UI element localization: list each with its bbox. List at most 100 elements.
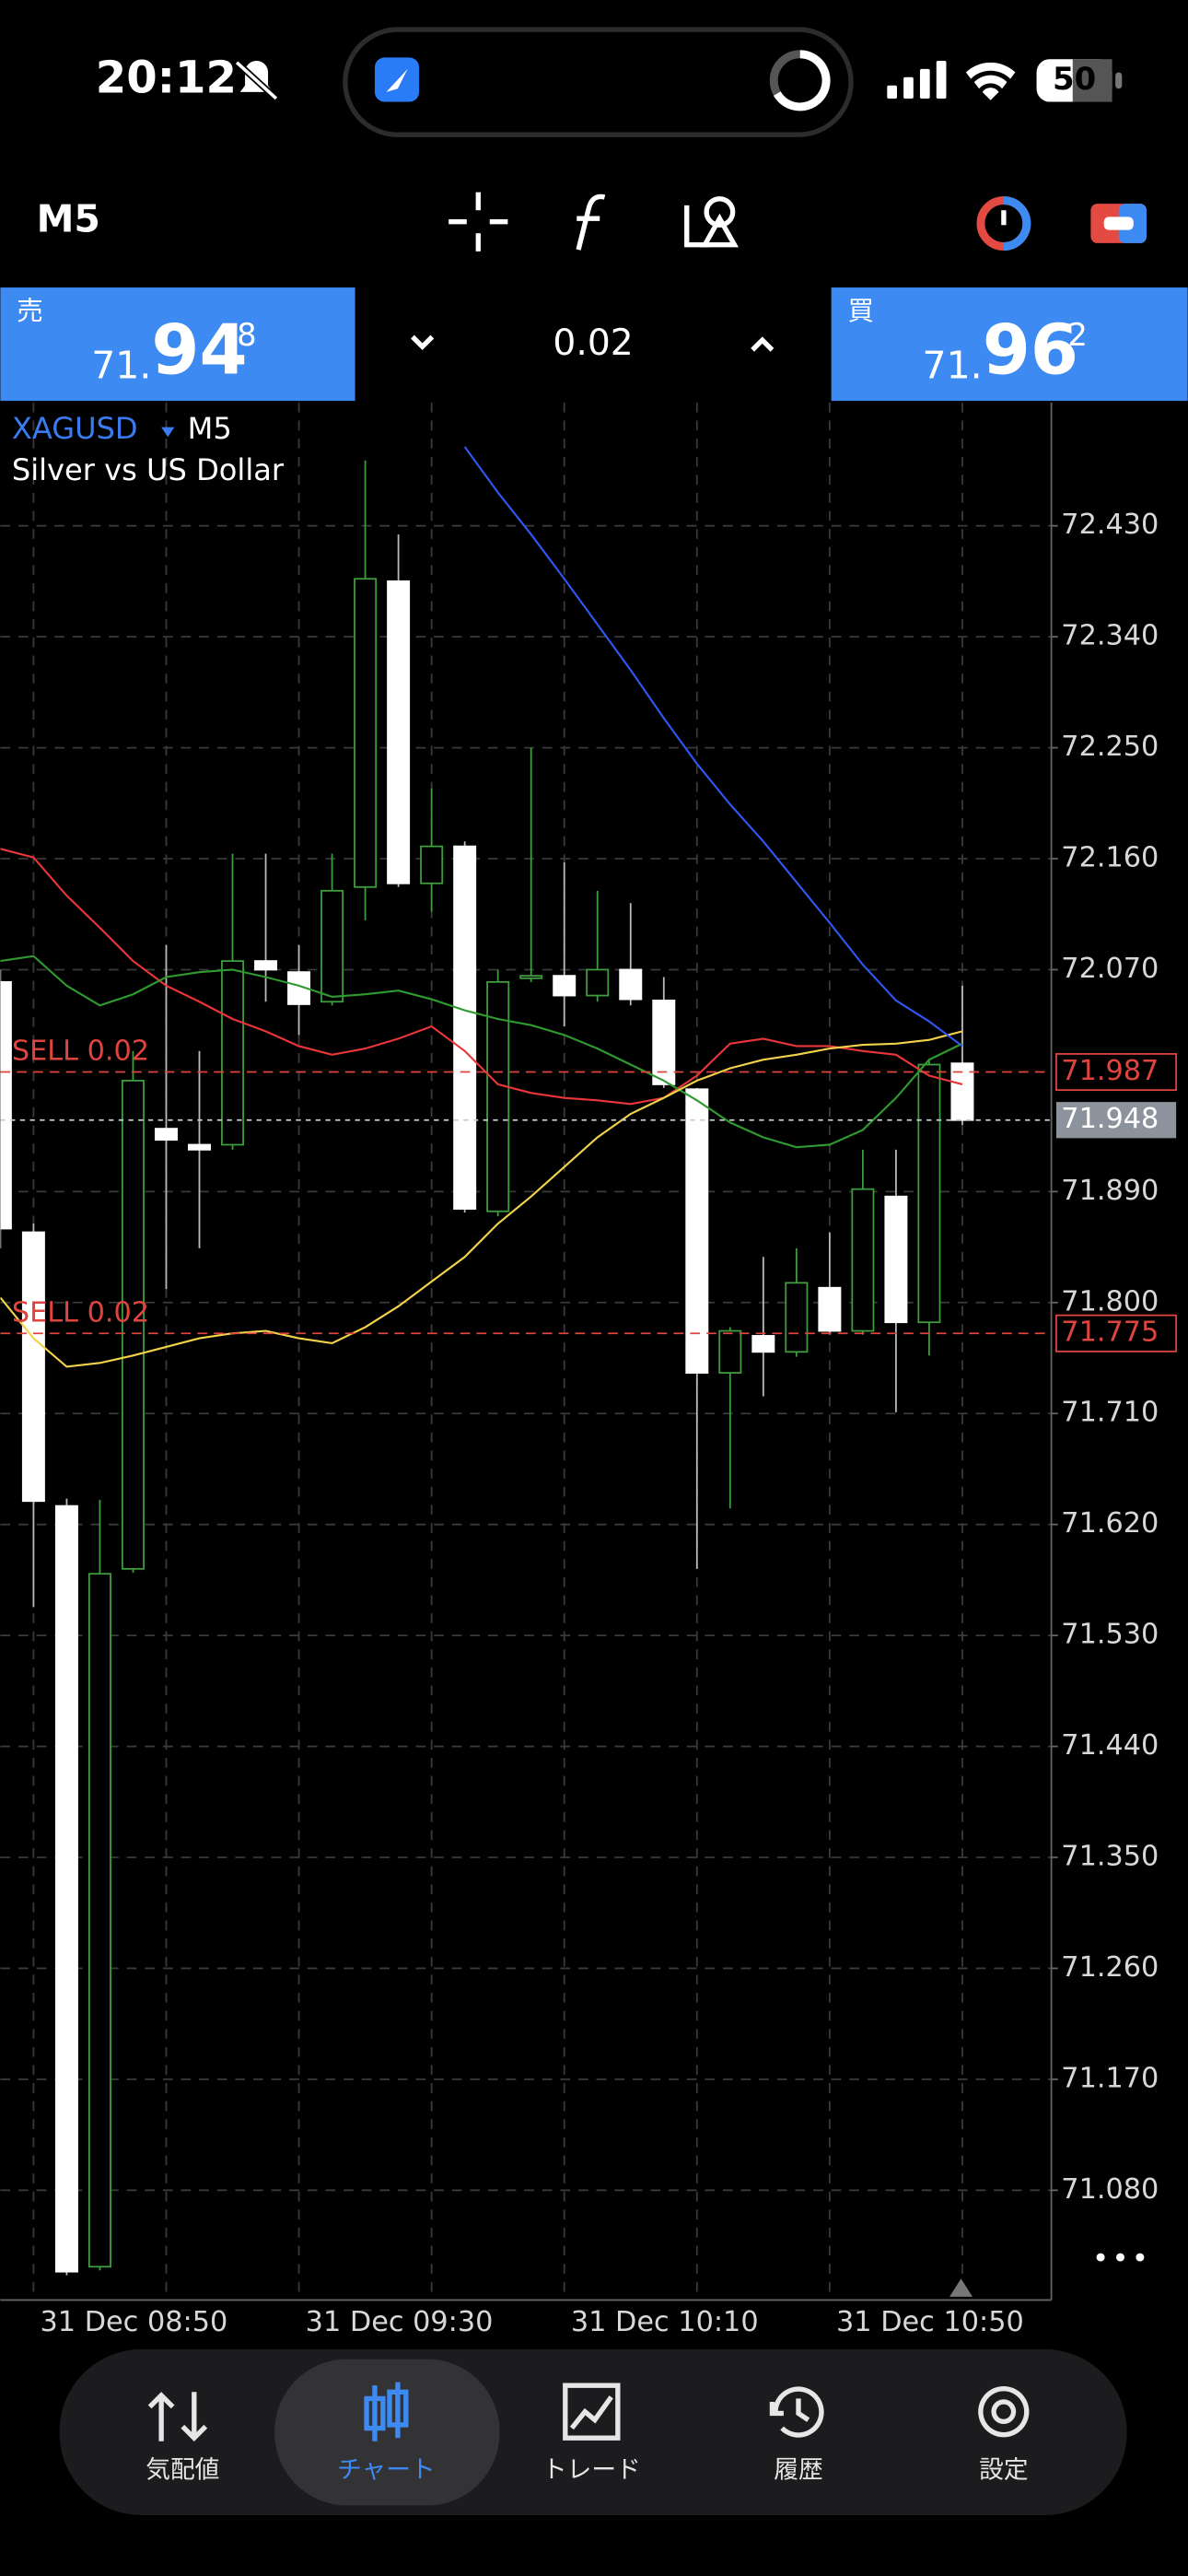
candle-body [87, 1573, 111, 2268]
one-click-button[interactable] [976, 196, 1031, 251]
tab-icon[interactable] [563, 2383, 621, 2441]
volume-down[interactable] [411, 334, 435, 351]
order-price: 71.775 [1061, 1317, 1159, 1349]
sell-button[interactable] [0, 287, 355, 402]
current-price: 71.948 [1061, 1103, 1159, 1135]
candle-body [320, 889, 344, 1003]
candle-body [685, 1088, 709, 1374]
candle-body [718, 1329, 742, 1374]
battery-cap [1115, 72, 1123, 89]
tab-icon[interactable] [147, 2392, 208, 2441]
objects-button[interactable] [684, 196, 740, 248]
candle-body [785, 1282, 809, 1353]
candle-body [519, 975, 543, 979]
order-price-tag [1055, 1053, 1178, 1092]
y-tick-label: 72.070 [1061, 953, 1159, 985]
candle-body [121, 1080, 145, 1570]
candle-body [155, 1128, 178, 1142]
timeframe-button[interactable]: M5 [37, 197, 100, 241]
buy-price-main: 96 [983, 310, 1078, 391]
y-tick-label: 71.170 [1061, 2062, 1159, 2094]
sell-price-main: 94 [151, 310, 247, 391]
candle-body [287, 971, 311, 1005]
tab-icon[interactable] [364, 2382, 409, 2441]
tab-icon[interactable] [769, 2386, 824, 2438]
safari-icon [374, 57, 420, 102]
candle-body [751, 1335, 775, 1353]
candle-body [917, 1063, 941, 1324]
symbol-description: Silver vs US Dollar [12, 452, 285, 487]
indicator-line [0, 848, 963, 1106]
order-label: SELL 0.02 [12, 1296, 149, 1329]
candle-body [453, 845, 477, 1210]
candle-body [553, 975, 577, 997]
mute-icon [234, 60, 279, 101]
activity-progress [773, 50, 831, 111]
chart-timeframe: M5 [188, 411, 232, 446]
tab-label[interactable]: 気配値 [146, 2455, 219, 2484]
tab-bar [59, 2348, 1127, 2516]
candle-body [652, 1000, 676, 1085]
tab-label[interactable]: 履歴 [774, 2455, 822, 2484]
y-tick-label: 71.800 [1061, 1285, 1159, 1317]
candle-body [884, 1195, 908, 1324]
volume[interactable]: 0.02 [553, 322, 633, 364]
candle-body [818, 1286, 842, 1332]
volume-up[interactable] [751, 336, 775, 352]
tab-label[interactable]: チャート [337, 2455, 436, 2484]
more-button[interactable] [1096, 2253, 1145, 2262]
tab-label[interactable]: 設定 [979, 2455, 1028, 2484]
y-tick-label: 71.260 [1061, 1951, 1159, 1984]
y-tick-label: 71.710 [1061, 1397, 1159, 1429]
plot [0, 446, 1052, 2276]
tab-active-bg [274, 2359, 500, 2506]
x-tick-label: 31 Dec 08:50 [41, 2306, 228, 2338]
order-price-tag [1055, 1314, 1178, 1352]
candle-body [354, 578, 378, 888]
order-price: 71.987 [1061, 1055, 1159, 1087]
sell-price-prefix: 71. [91, 343, 151, 387]
status-time: 20:12 [96, 52, 237, 103]
candle-body [851, 1188, 875, 1332]
battery-level: 50 [1053, 61, 1096, 97]
battery-empty [1072, 59, 1112, 102]
symbol[interactable]: XAGUSD [12, 411, 138, 446]
signal-icon [887, 60, 947, 99]
crosshair-button[interactable] [448, 192, 508, 252]
symbol-dropdown[interactable] [161, 427, 175, 438]
candle-body [420, 845, 444, 884]
indicator-line [463, 446, 963, 1048]
trade-button[interactable] [1090, 204, 1147, 243]
indicator-line [0, 1030, 963, 1368]
x-tick-label: 31 Dec 10:50 [836, 2306, 1024, 2338]
y-tick-label: 72.250 [1061, 731, 1159, 763]
y-tick-label: 71.530 [1061, 1619, 1159, 1651]
y-tick-label: 71.890 [1061, 1175, 1159, 1207]
candle-body [21, 1231, 45, 1503]
tab-icon[interactable] [978, 2386, 1030, 2438]
y-tick-label: 72.340 [1061, 620, 1159, 652]
candle-body [950, 1062, 974, 1121]
x-tick-label: 31 Dec 10:10 [571, 2306, 759, 2338]
grid [0, 402, 1058, 2301]
y-tick-label: 72.160 [1061, 842, 1159, 874]
tab-label[interactable]: トレード [542, 2455, 641, 2484]
buy-button[interactable] [831, 287, 1188, 402]
candle-body [387, 580, 411, 884]
y-tick-label: 71.350 [1061, 1841, 1159, 1873]
sell-label: 売 [17, 296, 43, 326]
y-tick-label: 71.080 [1061, 2173, 1159, 2206]
x-tick-label: 31 Dec 09:30 [306, 2306, 494, 2338]
indicators-button[interactable] [576, 193, 606, 251]
order-label: SELL 0.02 [12, 1036, 149, 1068]
buy-price-prefix: 71. [922, 343, 982, 387]
chart-shift-marker[interactable] [949, 2278, 973, 2297]
dynamic-island [343, 27, 854, 137]
candle-body [0, 980, 12, 1230]
indicator-line [0, 954, 963, 1149]
y-tick-label: 71.440 [1061, 1729, 1159, 1762]
overlay: 72.430 72.340 72.250 72.160 72.070 71.890 71.8… [12, 509, 1178, 2338]
